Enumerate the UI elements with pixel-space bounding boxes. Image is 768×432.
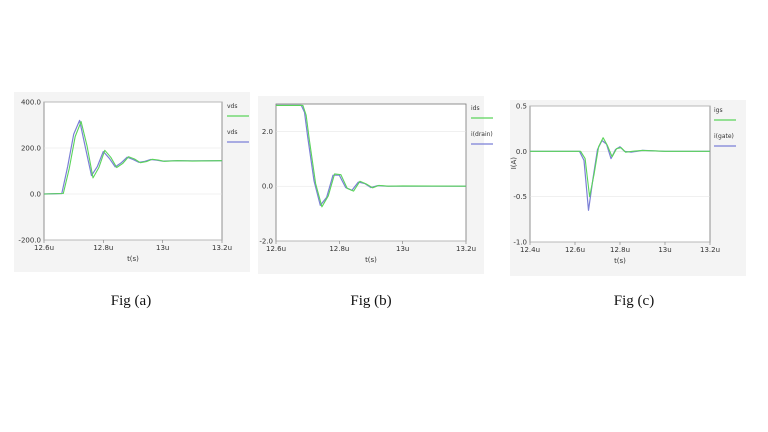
plot-area: [275, 103, 467, 242]
x-tick-label: 13u: [658, 246, 671, 254]
legend-label: vds: [227, 103, 238, 110]
x-tick-label: 13.2u: [456, 245, 476, 253]
y-tick-label: 200.0: [21, 145, 41, 153]
x-tick-label: 12.6u: [266, 245, 286, 253]
y-tick-label: -0.5: [513, 193, 527, 201]
caption-fig-c: Fig (c): [613, 293, 655, 309]
y-tick-label: 400.0: [21, 99, 41, 107]
x-tick-label: 12.8u: [610, 246, 630, 254]
series-line-2: [530, 137, 710, 198]
chart-a: 400.0 200.0 0.0 -200.012.6u 12.8u 13u 13.2u t(s…: [18, 99, 249, 263]
series-line-2: [43, 121, 223, 195]
plot-area: [529, 105, 711, 243]
y-tick-label: -2.0: [259, 238, 273, 246]
y-tick-label: 0.0: [262, 183, 273, 191]
x-tick-label: 12.8u: [329, 245, 349, 253]
chart-panel-a: 400.0 200.0 0.0 -200.0 12.6u 12.8u 13u 13.2u t(s…: [14, 92, 250, 272]
y-tick-label: 0.0: [30, 191, 41, 199]
x-tick-label: 12.8u: [93, 244, 113, 252]
x-tick-label: 13.2u: [212, 244, 232, 252]
legend-label: i(drain): [471, 131, 493, 138]
x-axis-label: t(s): [614, 257, 626, 265]
plot-area: [43, 101, 223, 241]
x-tick-label: 13u: [396, 245, 409, 253]
y-tick-label: 2.0: [262, 128, 273, 136]
y-tick-label: -1.0: [513, 239, 527, 247]
y-axis-label: I(A): [510, 157, 518, 170]
legend-label: ids: [471, 105, 480, 112]
y-tick-label: -200.0: [18, 237, 41, 245]
x-tick-label: 12.6u: [565, 246, 585, 254]
caption-fig-a: Fig (a): [110, 293, 152, 309]
legend-label: vds: [227, 129, 238, 136]
y-tick-label: 0.5: [516, 103, 527, 111]
caption-fig-b: Fig (b): [350, 293, 392, 309]
x-tick-label: 13u: [156, 244, 169, 252]
chart-c: 0.5 0.0 -0.5 -1.012.4u 12.6u 12.8u 13u 13.2u t(s…: [510, 103, 736, 265]
x-tick-label: 13.2u: [700, 246, 720, 254]
y-tick-label: 0.0: [516, 148, 527, 156]
chart-panel-b: 2.0 0.0 -2.0 12.6u 12.8u 13u 13.2u t(s) ids i(dra…: [258, 96, 493, 274]
x-axis-label: t(s): [365, 256, 377, 264]
legend-label: igs: [714, 107, 723, 114]
legend-label: i(gate): [714, 133, 734, 140]
x-tick-label: 12.4u: [520, 246, 540, 254]
x-axis-label: t(s): [127, 255, 139, 263]
chart-b: 2.0 0.0 -2.012.6u 12.8u 13u 13.2u t(s) ids i(dra…: [259, 103, 493, 264]
x-tick-label: 12.6u: [34, 244, 54, 252]
chart-panel-c: 0.5 0.0 -0.5 -1.0 12.4u 12.6u 12.8u 13u 13.2u t(s…: [510, 100, 746, 276]
series-line-2: [276, 104, 467, 208]
